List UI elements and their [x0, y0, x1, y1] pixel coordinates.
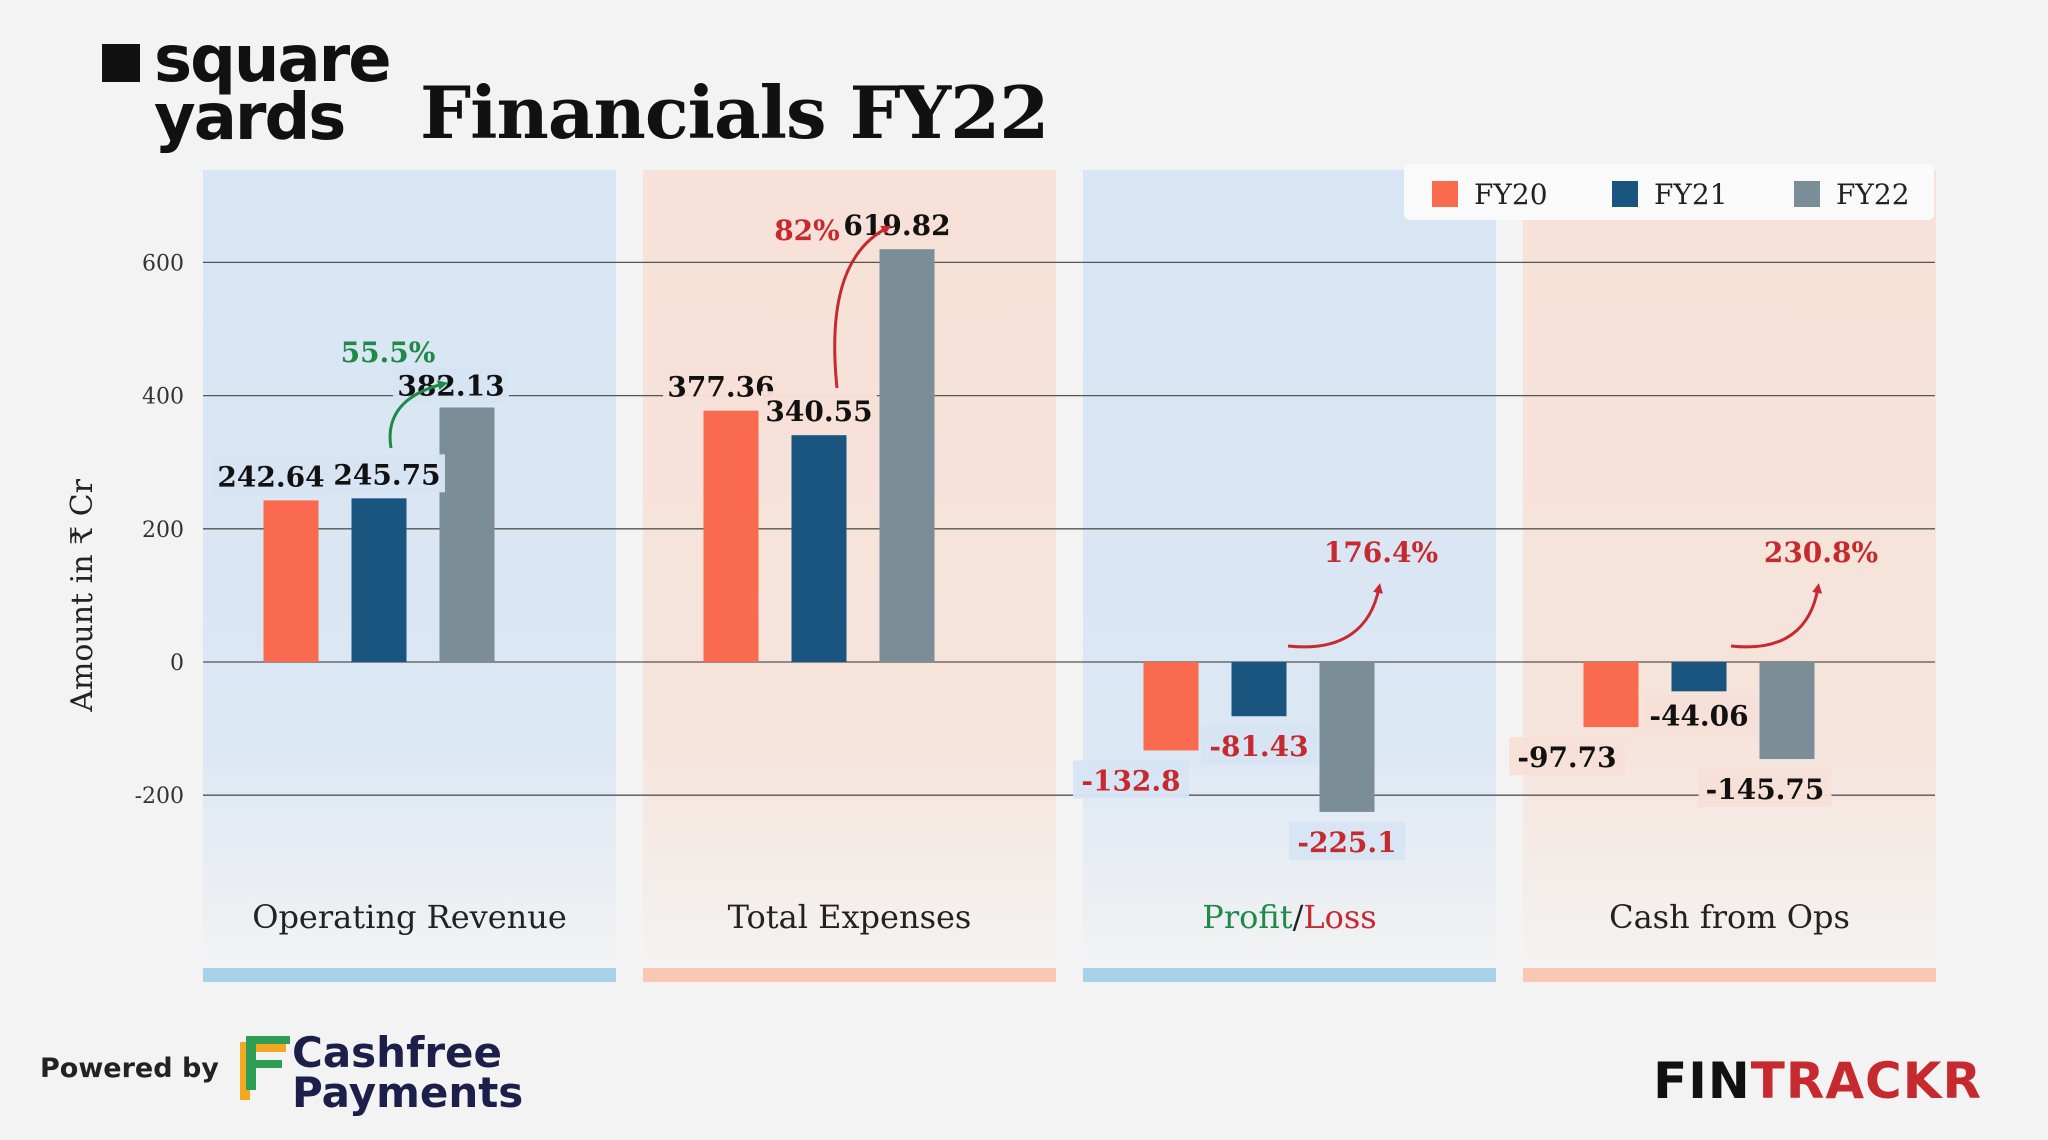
y-tick-label: 400: [142, 385, 184, 410]
value-label-fy21-operating-revenue: 245.75: [333, 458, 440, 491]
value-label-fy21-cash-from-ops: -44.06: [1649, 699, 1748, 732]
bar-fy21-cash-from-ops: [1671, 662, 1727, 692]
category-label-part: Profit: [1202, 898, 1292, 936]
cashfree-logo-icon: [240, 1036, 290, 1100]
growth-label-profit-loss: 176.4%: [1324, 536, 1438, 569]
category-label-part: Loss: [1303, 898, 1376, 936]
legend-swatch-fy20: [1432, 181, 1458, 207]
category-panel-cash-from-ops: [1523, 170, 1936, 960]
bar-fy22-operating-revenue: [439, 407, 495, 662]
value-label-background: [1641, 695, 1757, 734]
growth-arrow-profit-loss: [1287, 583, 1383, 649]
value-label-fy20-cash-from-ops: -97.73: [1517, 741, 1616, 774]
y-tick-label: -200: [135, 784, 184, 809]
bar-fy20-profit-loss: [1143, 662, 1199, 751]
value-label-background: [1201, 726, 1317, 765]
legend-swatch-fy21: [1612, 181, 1638, 207]
powered-by-label: Powered by: [40, 1053, 219, 1084]
bar-fy22-total-expenses: [879, 249, 935, 662]
category-strip-operating-revenue: [203, 968, 616, 982]
category-strip-total-expenses: [643, 968, 1056, 982]
fintrackr-logo-part2: TRACKR: [1750, 1052, 1982, 1110]
category-strip-profit-loss: [1083, 968, 1496, 982]
square-yards-logo: square yards: [100, 28, 420, 164]
logo-word-1: square: [154, 23, 392, 97]
value-label-fy21-profit-loss: -81.43: [1209, 730, 1308, 763]
growth-arrow-cash-from-ops: [1730, 583, 1823, 649]
bar-fy20-operating-revenue: [263, 500, 319, 662]
bar-fy21-profit-loss: [1231, 662, 1287, 717]
value-label-background: [329, 454, 445, 493]
category-label-profit-loss: Profit/Loss: [1202, 898, 1376, 936]
category-label-part: Operating Revenue: [252, 898, 567, 936]
legend-item-fy22: FY22: [1794, 178, 1910, 211]
y-tick-label: 200: [142, 518, 184, 543]
value-label-fy20-profit-loss: -132.8: [1081, 764, 1180, 797]
value-label-fy22-total-expenses: 619.82: [843, 209, 950, 242]
cashfree-name: Cashfree: [292, 1028, 503, 1077]
value-label-fy22-cash-from-ops: -145.75: [1706, 773, 1825, 806]
growth-label-cash-from-ops: 230.8%: [1764, 536, 1878, 569]
value-label-background: [1698, 769, 1832, 808]
growth-arrow-operating-revenue: [388, 380, 448, 449]
value-label-fy22-operating-revenue: 382.13: [397, 370, 504, 403]
bar-fy20-total-expenses: [703, 410, 759, 662]
legend-item-fy21: FY21: [1612, 178, 1728, 211]
growth-arrow-total-expenses: [833, 225, 892, 389]
category-label-total-expenses: Total Expenses: [728, 898, 972, 936]
growth-label-operating-revenue: 55.5%: [341, 336, 436, 369]
y-tick-label: 600: [142, 251, 184, 276]
category-label-operating-revenue: Operating Revenue: [252, 898, 567, 936]
bar-fy21-operating-revenue: [351, 498, 407, 662]
y-tick-label: 0: [170, 651, 184, 676]
fintrackr-logo-part1: FIN: [1653, 1052, 1751, 1110]
category-strip-cash-from-ops: [1523, 968, 1936, 982]
value-label-background: [213, 456, 329, 495]
y-axis-title: Amount in ₹ Cr: [65, 478, 100, 712]
legend-swatch-fy22: [1794, 181, 1820, 207]
logo-square-mark: [102, 44, 140, 82]
page-title: Financials FY22: [420, 70, 1049, 155]
legend-label-fy20: FY20: [1474, 178, 1548, 211]
growth-label-total-expenses: 82%: [774, 214, 840, 247]
category-label-part: Cash from Ops: [1609, 898, 1850, 936]
bar-fy20-cash-from-ops: [1583, 662, 1639, 728]
bar-chart: 600 400 200 0 -200 Amount in ₹ Cr 242.64 245.75…: [65, 170, 1936, 982]
category-label-part: /: [1293, 898, 1304, 936]
value-label-fy22-profit-loss: -225.1: [1297, 826, 1396, 859]
value-label-background: [839, 205, 955, 244]
value-label-background: [1289, 821, 1405, 860]
cashfree-payments: Payments: [292, 1068, 524, 1117]
legend-label-fy22: FY22: [1836, 178, 1910, 211]
logo-word-2: yards: [154, 81, 346, 155]
value-label-fy20-operating-revenue: 242.64: [217, 460, 324, 493]
category-label-part: Total Expenses: [728, 898, 972, 936]
value-label-fy21-total-expenses: 340.55: [765, 395, 872, 428]
fintrackr-logo: FINTRACKR: [1653, 1052, 1982, 1110]
bar-fy21-total-expenses: [791, 435, 847, 662]
value-label-background: [1509, 737, 1625, 776]
value-label-fy20-total-expenses: 377.36: [667, 371, 774, 404]
value-label-background: [1073, 760, 1189, 799]
value-label-background: [663, 366, 779, 405]
legend-label-fy21: FY21: [1654, 178, 1728, 211]
bar-fy22-cash-from-ops: [1759, 662, 1815, 760]
category-label-cash-from-ops: Cash from Ops: [1609, 898, 1850, 936]
legend: FY20 FY21 FY22: [1404, 164, 1934, 220]
value-label-background: [761, 391, 877, 430]
legend-item-fy20: FY20: [1432, 178, 1548, 211]
bar-fy22-profit-loss: [1319, 662, 1375, 812]
